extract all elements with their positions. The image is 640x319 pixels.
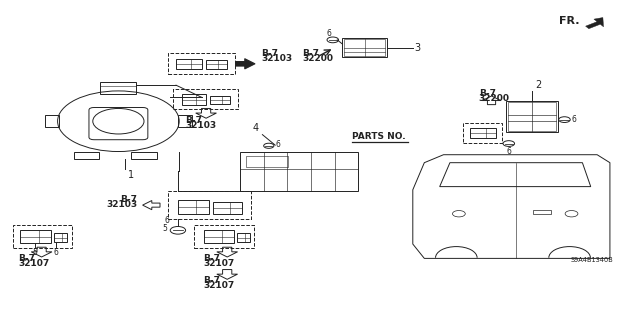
Bar	[240, 152, 358, 191]
Bar	[210, 96, 230, 104]
Text: B-7: B-7	[204, 254, 221, 263]
Bar	[100, 82, 136, 94]
Text: 32200: 32200	[302, 54, 333, 63]
Text: 6: 6	[275, 140, 280, 149]
Text: 32107: 32107	[18, 259, 49, 268]
Text: 5: 5	[33, 248, 38, 257]
Bar	[178, 200, 209, 214]
Bar	[182, 94, 206, 105]
Text: 6: 6	[54, 248, 59, 257]
Bar	[206, 60, 227, 69]
Bar	[470, 128, 496, 138]
Polygon shape	[586, 18, 604, 29]
Text: 6: 6	[164, 216, 170, 225]
Text: FR.: FR.	[559, 16, 579, 26]
Text: PARTS NO.: PARTS NO.	[352, 132, 406, 141]
Bar	[20, 230, 51, 243]
Text: 1: 1	[128, 170, 134, 180]
Text: 6: 6	[506, 147, 511, 156]
Text: 32107: 32107	[204, 281, 235, 290]
Text: B-7: B-7	[120, 195, 138, 204]
Text: 6: 6	[326, 29, 332, 38]
Text: 32107: 32107	[204, 259, 235, 268]
Bar	[506, 101, 558, 132]
Bar	[54, 233, 67, 242]
Bar	[176, 59, 202, 69]
Bar	[344, 39, 385, 56]
Text: 32103: 32103	[186, 121, 217, 130]
Bar	[508, 102, 556, 131]
Text: B-7: B-7	[18, 254, 35, 263]
Text: B-7: B-7	[479, 89, 496, 98]
Bar	[213, 202, 242, 214]
Bar	[178, 115, 192, 127]
Text: 2: 2	[535, 80, 541, 90]
Text: B-7: B-7	[186, 116, 203, 125]
Text: 32103: 32103	[261, 54, 292, 63]
Text: B-7: B-7	[204, 276, 221, 285]
Bar	[131, 152, 157, 159]
Bar	[45, 115, 59, 127]
Bar	[74, 152, 99, 159]
Text: 6: 6	[572, 115, 577, 124]
Bar	[342, 38, 387, 57]
Text: 4: 4	[252, 123, 259, 133]
Bar	[237, 233, 250, 242]
Bar	[204, 230, 234, 243]
Text: S9A4B1340B: S9A4B1340B	[570, 257, 613, 263]
Text: B-7: B-7	[261, 49, 278, 58]
Bar	[246, 155, 288, 167]
Text: 5: 5	[163, 224, 168, 233]
Polygon shape	[236, 59, 255, 69]
Text: 32200: 32200	[479, 94, 509, 103]
Bar	[533, 210, 551, 214]
Text: 3: 3	[415, 42, 421, 53]
Text: B-7: B-7	[302, 49, 319, 58]
Text: 32103: 32103	[106, 200, 138, 209]
